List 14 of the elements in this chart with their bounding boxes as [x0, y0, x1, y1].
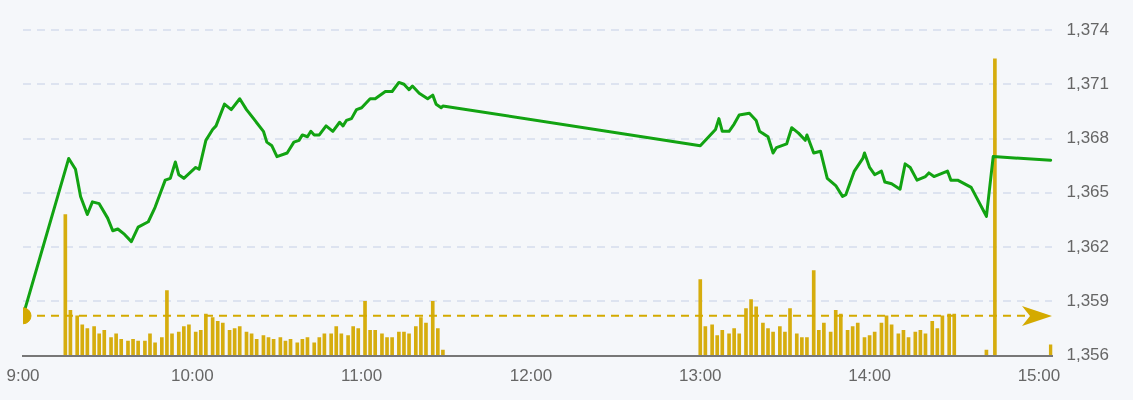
- y-tick-label: 1,374: [1066, 19, 1110, 39]
- y-tick-label: 1,365: [1066, 182, 1110, 202]
- x-tick-label: 11:00: [341, 366, 383, 386]
- x-tick-label: 13:00: [679, 366, 722, 386]
- x-tick-label: 14:00: [848, 366, 891, 386]
- x-tick-label: 9:00: [6, 366, 40, 386]
- y-tick-label: 1,368: [1066, 128, 1110, 148]
- y-tick-label: 1,356: [1066, 345, 1110, 365]
- x-tick-label: 12:00: [509, 366, 553, 386]
- x-tick-label: 15:00: [1017, 366, 1061, 386]
- y-tick-label: 1,371: [1066, 73, 1110, 93]
- y-tick-label: 1,359: [1066, 291, 1110, 311]
- x-tick-label: 10:00: [171, 366, 214, 386]
- y-tick-label: 1,362: [1066, 236, 1110, 256]
